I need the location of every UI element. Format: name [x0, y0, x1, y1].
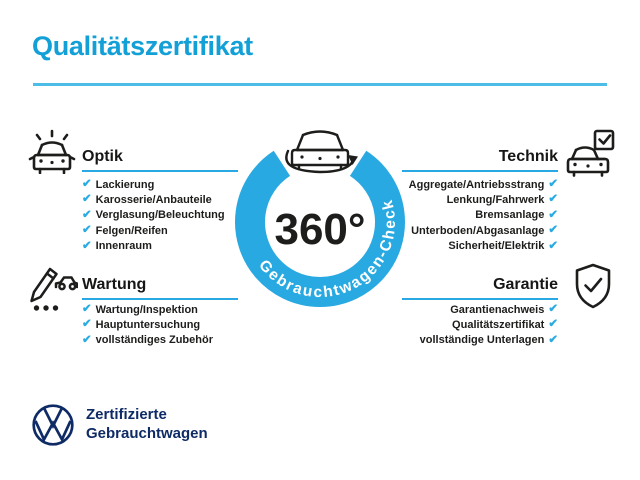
check-icon: ✔	[548, 318, 558, 331]
section-underline	[402, 298, 558, 300]
section-underline	[402, 170, 558, 172]
page-title: Qualitätszertifikat	[32, 31, 253, 61]
check-icon: ✔	[82, 302, 92, 315]
check-icon: ✔	[82, 208, 92, 221]
list-item: Sicherheit/Elektrik ✔	[382, 239, 558, 254]
check-icon: ✔	[548, 177, 558, 190]
section-title-optik: Optik	[82, 148, 123, 165]
check-icon: ✔	[82, 177, 92, 190]
technik-checklist: Aggregate/Antriebsstrang ✔ Lenkung/Fahrwe…	[382, 177, 558, 254]
check-icon: ✔	[548, 208, 558, 221]
list-item: ✔ vollständiges Zubehör	[82, 333, 258, 348]
list-item-label: Wartung/Inspektion	[95, 303, 198, 316]
list-item-label: Sicherheit/Elektrik	[448, 240, 545, 253]
list-item: ✔ Innenraum	[82, 239, 258, 254]
list-item: ✔ Lackierung	[82, 177, 258, 192]
vw-logo	[32, 404, 74, 446]
check-icon: ✔	[82, 224, 92, 237]
list-item: ✔ Karosserie/Anbauteile	[82, 192, 258, 207]
list-item: ✔ Verglasung/Beleuchtung	[82, 208, 258, 223]
wartung-checklist: ✔ Wartung/Inspektion ✔ Hauptuntersuchung ✔…	[82, 302, 258, 348]
badge-360: Gebrauchtwagen-Check 360°	[235, 130, 405, 308]
section-title-wartung: Wartung	[82, 276, 147, 293]
check-icon: ✔	[548, 193, 558, 206]
list-item-label: vollständige Unterlagen	[419, 334, 545, 347]
list-item-label: Karosserie/Anbauteile	[95, 194, 212, 207]
badge-ring	[235, 150, 405, 308]
list-item: Unterboden/Abgasanlage ✔	[382, 223, 558, 238]
check-icon: ✔	[82, 193, 92, 206]
list-item: Lenkung/Fahrwerk ✔	[382, 192, 558, 207]
list-item-label: Felgen/Reifen	[95, 224, 168, 237]
list-item: Bremsanlage ✔	[382, 208, 558, 223]
list-item-label: Lenkung/Fahrwerk	[446, 194, 545, 207]
section-underline	[82, 170, 238, 172]
list-item: Garantienachweis ✔	[382, 302, 558, 317]
check-icon: ✔	[82, 333, 92, 346]
car-checkbox-icon	[566, 129, 615, 177]
list-item: vollständige Unterlagen ✔	[382, 333, 558, 348]
list-item: ✔ Felgen/Reifen	[82, 223, 258, 238]
check-icon: ✔	[82, 239, 92, 252]
section-title-garantie: Garantie	[493, 276, 558, 293]
garantie-checklist: Garantienachweis ✔ Qualitätszertifikat ✔ v…	[382, 302, 558, 348]
check-icon: ✔	[548, 302, 558, 315]
list-item-label: Aggregate/Antriebsstrang	[408, 178, 545, 191]
car-rotation-icon	[285, 130, 358, 174]
check-icon: ✔	[548, 333, 558, 346]
list-item-label: Innenraum	[95, 240, 152, 253]
list-item: ✔ Wartung/Inspektion	[82, 302, 258, 317]
service-checklist-icon	[30, 267, 78, 311]
list-item-label: Hauptuntersuchung	[95, 319, 201, 332]
car-shine-icon	[28, 129, 76, 174]
section-underline	[82, 298, 238, 300]
footer-label-line1: Zertifizierte	[86, 406, 167, 423]
check-icon: ✔	[548, 224, 558, 237]
badge-value: 360°	[274, 205, 365, 254]
check-icon: ✔	[82, 318, 92, 331]
shield-check-icon	[575, 263, 611, 309]
footer-label-line2: Gebrauchtwagen	[86, 425, 208, 442]
header-divider	[33, 83, 607, 86]
list-item: Qualitätszertifikat ✔	[382, 317, 558, 332]
list-item-label: Verglasung/Beleuchtung	[95, 209, 225, 222]
optik-checklist: ✔ Lackierung ✔ Karosserie/Anbauteile ✔ Verg…	[82, 177, 258, 254]
list-item-label: Qualitätszertifikat	[452, 319, 545, 332]
section-title-technik: Technik	[498, 148, 558, 165]
list-item: Aggregate/Antriebsstrang ✔	[382, 177, 558, 192]
list-item-label: Unterboden/Abgasanlage	[411, 224, 545, 237]
list-item: ✔ Hauptuntersuchung	[82, 317, 258, 332]
list-item-label: Garantienachweis	[450, 303, 545, 316]
check-icon: ✔	[548, 239, 558, 252]
list-item-label: Lackierung	[95, 178, 155, 191]
list-item-label: Bremsanlage	[475, 209, 545, 222]
list-item-label: vollständiges Zubehör	[95, 334, 213, 347]
footer-label: Zertifizierte Gebrauchtwagen	[86, 405, 208, 443]
